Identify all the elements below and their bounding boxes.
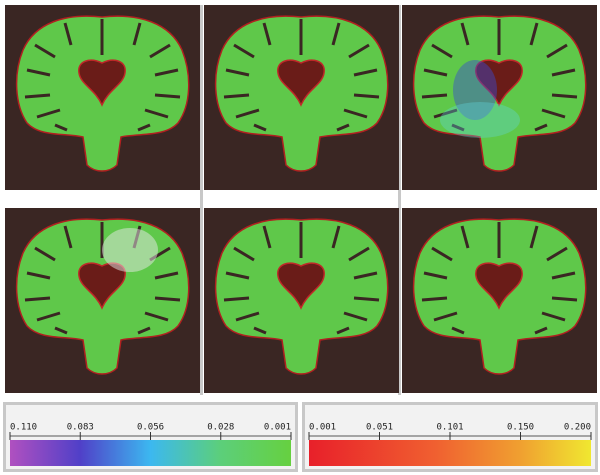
colorbar-tick-label: 0.101 [436,423,463,433]
colorbar-tick-label: 0.056 [137,423,164,433]
colorbars [3,402,598,472]
colorbar-tick-label: 0.083 [67,423,94,433]
colorbar-tick-label: 0.200 [564,423,591,433]
colorbar-tick-label: 0.001 [309,423,336,433]
colorbar-tick-label: 0.028 [207,423,234,433]
colorbar-tick-label: 0.001 [264,423,291,433]
brain-panels [3,3,599,395]
colorbar-tick-label: 0.110 [10,423,37,433]
colorbar-tick-label: 0.150 [507,423,534,433]
colorbar-tick-label: 0.051 [366,423,393,433]
